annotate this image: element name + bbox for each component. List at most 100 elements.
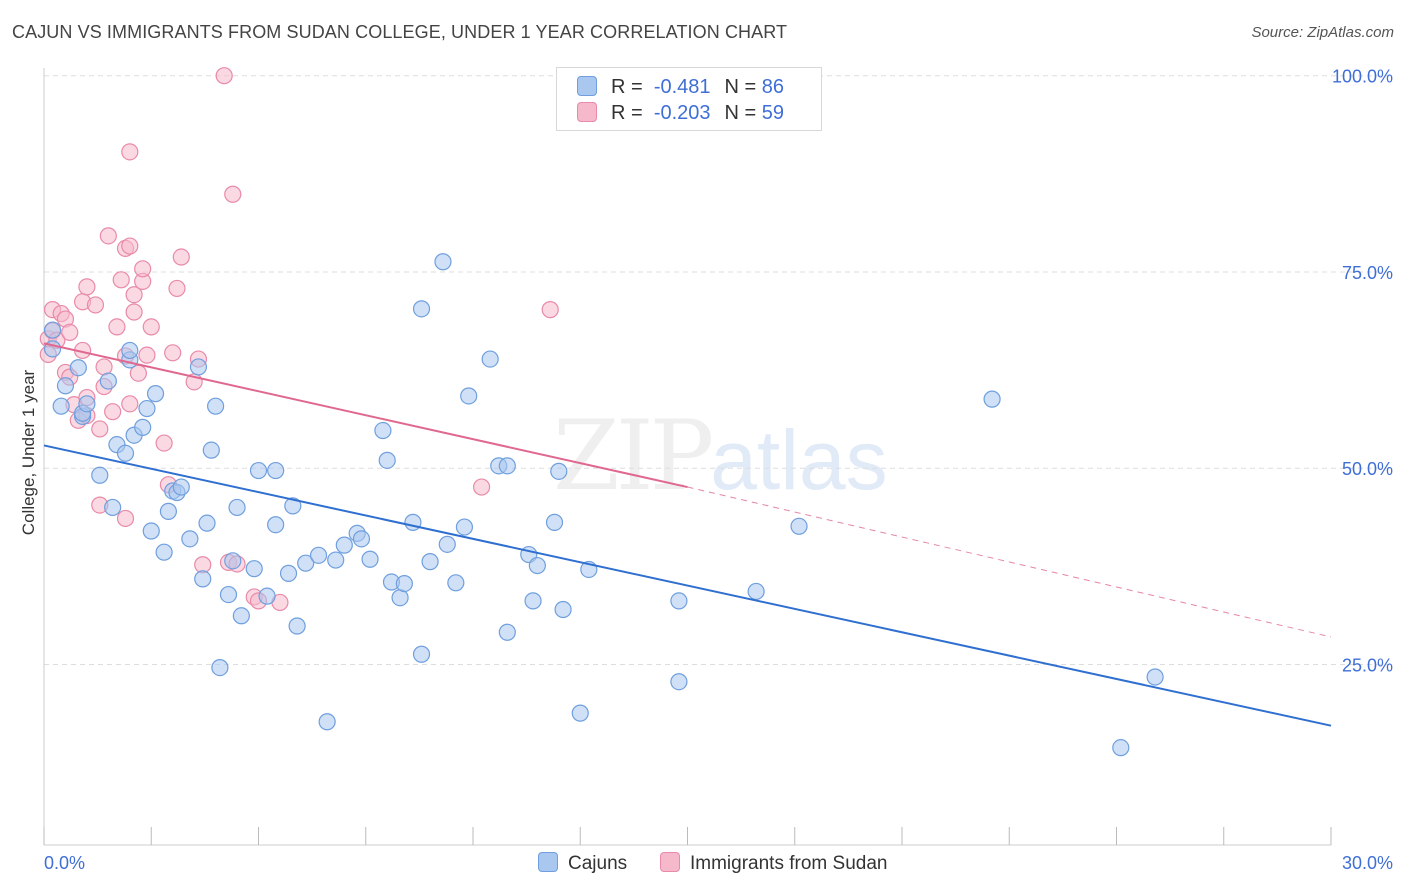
cajun-point: [670, 592, 688, 610]
sudan-point: [134, 260, 152, 278]
chart-title: CAJUN VS IMMIGRANTS FROM SUDAN COLLEGE, …: [12, 22, 788, 42]
cajun-point: [99, 372, 117, 390]
sudan-point: [121, 395, 139, 413]
legend-item-sudan[interactable]: Immigrants from Sudan: [660, 852, 887, 875]
cajun-point: [528, 556, 546, 575]
y-tick-label: 75.0%: [1342, 263, 1393, 283]
stats-legend: R = -0.481 N = 86 R = -0.203 N = 59: [556, 67, 822, 131]
legend-label-sudan: Immigrants from Sudan: [690, 853, 888, 874]
sudan-point: [78, 278, 96, 296]
sudan-point: [104, 403, 122, 421]
watermark: ZIPatlas: [553, 400, 888, 512]
cajun-point: [352, 530, 371, 548]
y-axis-title: College, Under 1 year: [19, 369, 38, 535]
n-value-cajuns: 86: [761, 76, 785, 98]
n-label: N =: [724, 102, 757, 124]
sudan-point: [86, 296, 105, 314]
cajun-point: [335, 536, 353, 554]
cajun-point: [460, 387, 478, 405]
cajun-point: [361, 550, 379, 568]
cajun-point: [116, 444, 135, 462]
cajun-point: [318, 713, 336, 731]
cajun-point: [524, 592, 542, 610]
cajun-point: [421, 553, 439, 571]
cajuns-swatch: [577, 76, 597, 96]
cajun-point: [412, 300, 431, 318]
sudan-point: [116, 509, 135, 528]
cajun-point: [498, 623, 516, 641]
sudan-point: [95, 358, 113, 376]
cajun-point: [104, 498, 122, 517]
cajun-point: [258, 587, 276, 605]
cajun-point: [1112, 739, 1130, 757]
cajun-point: [267, 461, 285, 480]
cajun-point: [374, 421, 392, 440]
sudan-point: [224, 185, 242, 203]
cajun-point: [550, 462, 568, 480]
cajun-point: [232, 607, 250, 625]
stats-row-cajuns: R = -0.481 N = 86: [577, 76, 784, 102]
cajun-point: [412, 645, 431, 663]
cajuns-swatch: [538, 852, 558, 872]
legend-item-cajuns[interactable]: Cajuns: [538, 852, 627, 875]
legend-label-cajuns: Cajuns: [568, 853, 628, 874]
cajun-point: [134, 418, 152, 436]
cajun-point: [146, 385, 165, 403]
cajun-point: [554, 600, 572, 619]
cajun-point: [378, 451, 396, 469]
cajun-point: [670, 673, 688, 691]
cajun-point: [327, 551, 345, 569]
n-label: N =: [724, 76, 757, 98]
sudan-point: [61, 323, 79, 341]
watermark-zip: ZIP: [553, 400, 714, 512]
sudan-point: [155, 434, 173, 452]
cajun-point: [571, 704, 589, 722]
sudan-point: [91, 420, 109, 438]
cajun-point: [1146, 668, 1164, 686]
sudan-point: [142, 318, 160, 336]
cajun-point: [52, 397, 70, 415]
sudan-point: [125, 303, 143, 321]
cajun-point: [78, 395, 96, 413]
cajun-point: [211, 658, 229, 677]
cajuns-trend-line: [43, 444, 1332, 727]
cajun-point: [447, 574, 465, 592]
cajun-point: [56, 377, 75, 395]
cajun-point: [198, 514, 216, 532]
sudan-trend-extension: [687, 486, 1332, 638]
cajun-point: [434, 253, 452, 271]
cajun-point: [545, 513, 564, 531]
cajun-point: [121, 341, 139, 360]
stats-row-sudan: R = -0.203 N = 59: [577, 102, 784, 128]
cajun-point: [224, 552, 242, 570]
cajun-point: [155, 543, 173, 561]
cajun-point: [181, 530, 199, 548]
sudan-point: [99, 227, 117, 245]
x-tick-label: 0.0%: [44, 853, 85, 873]
y-tick-label: 25.0%: [1342, 655, 1393, 675]
sudan-point: [138, 346, 156, 364]
sudan-point: [541, 301, 559, 319]
cajun-point: [498, 457, 516, 475]
sudan-point: [125, 286, 143, 304]
x-tick-label: 30.0%: [1342, 853, 1393, 873]
cajun-point: [279, 564, 298, 582]
cajun-point: [267, 516, 285, 534]
sudan-trend-line: [43, 342, 688, 489]
cajun-point: [194, 570, 212, 588]
cajun-point: [455, 518, 474, 536]
cajun-point: [172, 478, 190, 496]
cajun-point: [91, 466, 109, 484]
series-legend: Cajuns Immigrants from Sudan: [0, 852, 1406, 878]
watermark-atlas: atlas: [710, 413, 888, 507]
y-tick-label: 50.0%: [1342, 459, 1393, 479]
cajun-point: [43, 321, 62, 339]
r-label: R =: [611, 102, 643, 124]
cajun-point: [297, 554, 315, 572]
cajun-point: [207, 397, 225, 415]
sudan-swatch: [577, 102, 597, 122]
sudan-point: [168, 279, 186, 298]
cajun-point: [202, 441, 220, 459]
sudan-point: [121, 237, 139, 255]
